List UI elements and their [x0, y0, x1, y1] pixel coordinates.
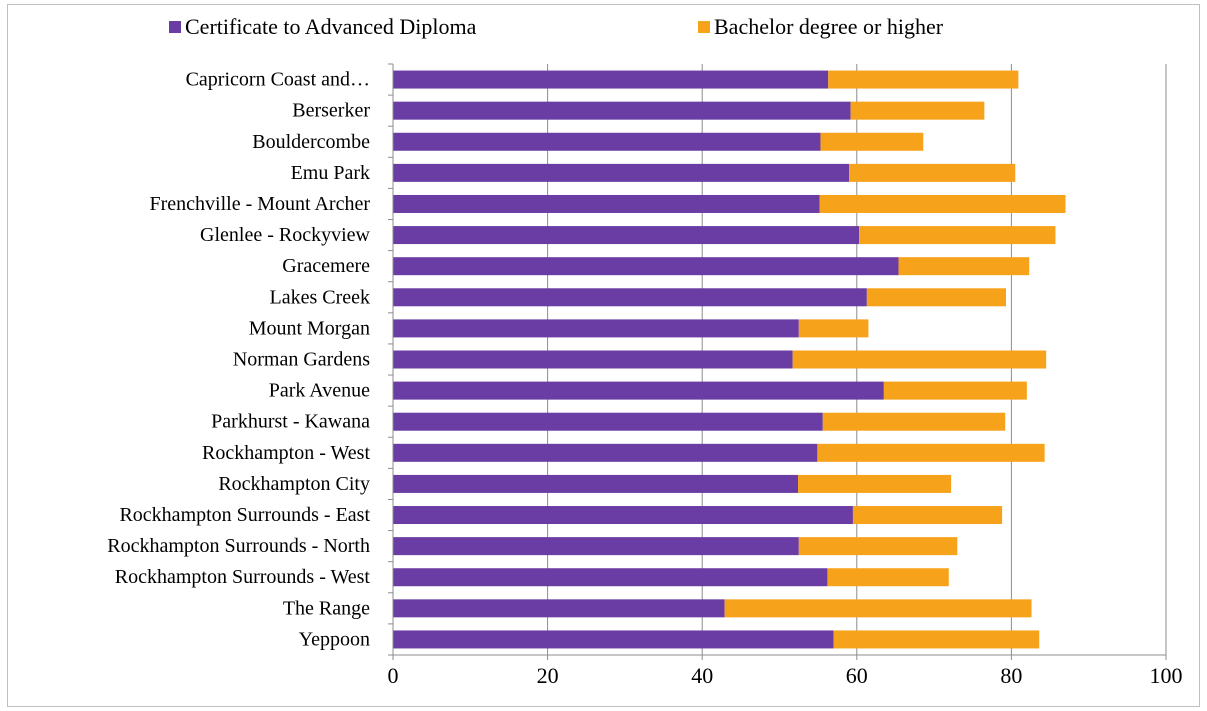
chart-border — [7, 4, 1200, 707]
bar-certificate — [393, 226, 860, 245]
bars — [393, 70, 1066, 649]
x-tick-label: 100 — [1150, 663, 1183, 688]
legend-swatch-bachelor — [698, 21, 710, 33]
bar-bachelor — [798, 319, 869, 338]
category-label: Rockhampton City — [218, 473, 370, 495]
bar-bachelor — [833, 630, 1040, 649]
bar-bachelor — [798, 474, 952, 493]
category-label: Mount Morgan — [249, 317, 370, 339]
bar-bachelor — [898, 257, 1030, 276]
category-label: Frenchville - Mount Archer — [150, 193, 371, 215]
bar-certificate — [393, 288, 867, 307]
category-label: Glenlee - Rockyview — [200, 224, 370, 246]
bar-bachelor — [817, 443, 1045, 462]
legend-swatch-certificate — [169, 21, 181, 33]
axes — [388, 63, 1167, 660]
category-label: Parkhurst - Kawana — [211, 411, 370, 433]
bar-bachelor — [819, 194, 1066, 213]
bar-bachelor — [724, 599, 1032, 618]
x-tick-label: 20 — [537, 663, 559, 688]
bar-certificate — [393, 70, 829, 89]
category-label: Norman Gardens — [233, 349, 370, 371]
legend-item-certificate: Certificate to Advanced Diploma — [169, 14, 476, 40]
category-label: Bouldercombe — [252, 131, 370, 153]
bar-certificate — [393, 568, 828, 587]
category-label: Emu Park — [291, 162, 370, 184]
bar-certificate — [393, 474, 799, 493]
category-label: Rockhampton - West — [202, 442, 370, 464]
category-labels: Capricorn Coast and… Berserker Bouldercomb… — [107, 69, 370, 651]
category-label: Rockhampton Surrounds - North — [107, 535, 370, 557]
x-tick-label: 0 — [388, 663, 399, 688]
bar-certificate — [393, 630, 834, 649]
category-label: Berserker — [292, 100, 370, 122]
bar-bachelor — [822, 412, 1006, 431]
bar-bachelor — [792, 350, 1047, 369]
legend-label-bachelor: Bachelor degree or higher — [714, 14, 944, 39]
tick-labels: 0 20 40 60 80 100 — [388, 663, 1183, 688]
bar-certificate — [393, 350, 793, 369]
bar-certificate — [393, 599, 725, 618]
bar-bachelor — [859, 226, 1056, 245]
x-tick-label: 80 — [1000, 663, 1022, 688]
x-tick-label: 40 — [691, 663, 713, 688]
category-label: Gracemere — [282, 255, 370, 277]
category-label: The Range — [283, 597, 370, 619]
category-label: Lakes Creek — [269, 286, 370, 308]
bar-certificate — [393, 194, 820, 213]
bar-bachelor — [852, 506, 1003, 525]
category-label: Rockhampton Surrounds - West — [115, 566, 371, 588]
bar-bachelor — [798, 537, 958, 556]
bar-certificate — [393, 381, 884, 400]
category-label: Park Avenue — [269, 380, 370, 402]
bar-bachelor — [866, 288, 1006, 307]
bar-certificate — [393, 319, 799, 338]
x-tick-label: 60 — [846, 663, 868, 688]
category-label: Capricorn Coast and… — [186, 69, 370, 91]
category-label: Rockhampton Surrounds - East — [119, 504, 370, 526]
bar-bachelor — [828, 70, 1019, 89]
bar-bachelor — [827, 568, 949, 587]
bar-certificate — [393, 537, 799, 556]
legend: Certificate to Advanced Diploma Bachelor… — [0, 14, 1207, 42]
bar-certificate — [393, 132, 821, 151]
bar-bachelor — [850, 101, 985, 120]
legend-item-bachelor: Bachelor degree or higher — [698, 14, 943, 40]
category-label: Yeppoon — [299, 628, 370, 650]
bar-certificate — [393, 412, 823, 431]
bar-certificate — [393, 257, 899, 276]
bar-bachelor — [820, 132, 924, 151]
bar-certificate — [393, 101, 851, 120]
bar-bachelor — [849, 163, 1016, 182]
legend-label-certificate: Certificate to Advanced Diploma — [185, 14, 477, 39]
bar-certificate — [393, 506, 853, 525]
bar-certificate — [393, 163, 850, 182]
bar-bachelor — [883, 381, 1027, 400]
bar-certificate — [393, 443, 818, 462]
